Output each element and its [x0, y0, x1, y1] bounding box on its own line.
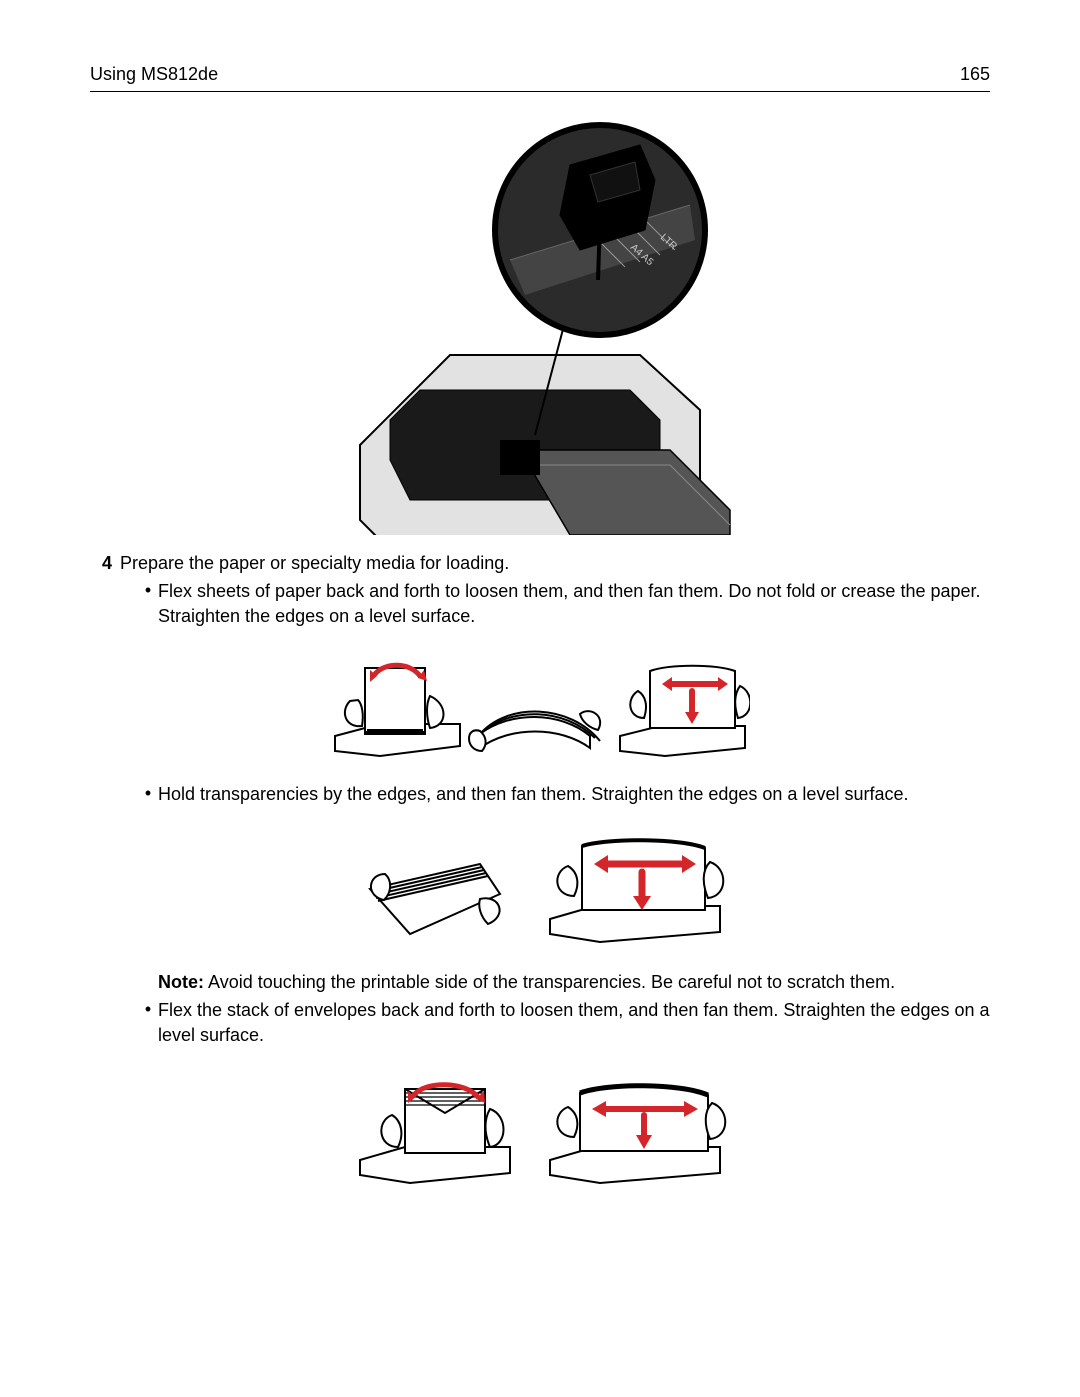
bullet-text: Hold transparencies by the edges, and th… [158, 782, 990, 806]
note-text: Avoid touching the printable side of the… [204, 972, 895, 992]
step-4: 4 Prepare the paper or specialty media f… [90, 551, 990, 575]
bullet-transparencies: • Hold transparencies by the edges, and … [138, 782, 990, 806]
note-transparencies: Note: Avoid touching the printable side … [158, 970, 990, 994]
bullet-envelopes: • Flex the stack of envelopes back and f… [138, 998, 990, 1047]
figure-transparencies [90, 834, 990, 954]
step-text: Prepare the paper or specialty media for… [120, 551, 990, 575]
page-number: 165 [960, 64, 990, 85]
page-header: Using MS812de 165 [90, 64, 990, 92]
figure-printer-guide: LTR A4 A5 [90, 120, 990, 535]
bullet-icon: • [138, 998, 158, 1021]
step-number: 4 [90, 551, 112, 575]
bullet-icon: • [138, 579, 158, 602]
bullet-flex-paper: • Flex sheets of paper back and forth to… [138, 579, 990, 628]
bullet-text: Flex the stack of envelopes back and for… [158, 998, 990, 1047]
figure-envelopes [90, 1075, 990, 1195]
bullet-text: Flex sheets of paper back and forth to l… [158, 579, 990, 628]
bullet-icon: • [138, 782, 158, 805]
header-title: Using MS812de [90, 64, 218, 85]
note-label: Note: [158, 972, 204, 992]
manual-page: Using MS812de 165 [0, 0, 1080, 1397]
figure-flex-paper [90, 656, 990, 766]
